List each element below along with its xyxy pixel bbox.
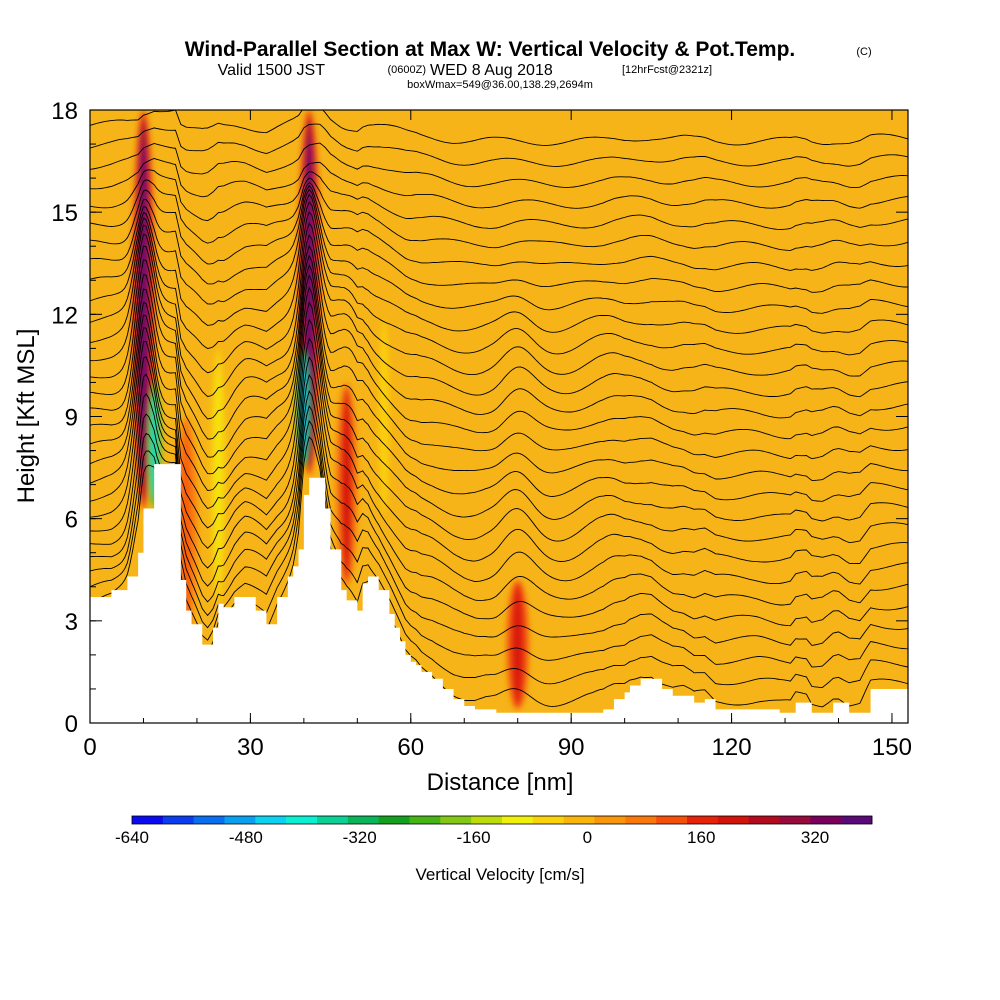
y-axis: 0 3 6 9 12 15 18 xyxy=(51,98,908,738)
colorbar-tick-label: 320 xyxy=(801,828,829,847)
x-tick-label: 30 xyxy=(237,734,264,761)
forecast-info: [12hrFcst@2321z] xyxy=(622,64,712,76)
theta-contour-line xyxy=(90,193,908,334)
theta-contour-line xyxy=(90,188,908,314)
colorbar-swatch xyxy=(841,816,873,824)
colorbar-tick-label: 0 xyxy=(583,828,592,847)
colorbar-swatch xyxy=(162,816,194,824)
theta-contour-line xyxy=(90,234,908,420)
updraft-core xyxy=(506,579,529,710)
colorbar xyxy=(131,815,873,825)
y-tick-label: 3 xyxy=(65,609,78,636)
colorbar-swatch xyxy=(193,816,225,824)
theta-contour-line xyxy=(90,201,908,356)
y-tick-label: 12 xyxy=(51,302,78,329)
theta-contour-line xyxy=(90,301,908,544)
y-tick-label: 18 xyxy=(51,98,78,125)
colorbar-swatch xyxy=(717,816,749,824)
theta-contour-line xyxy=(90,264,908,481)
theta-contour-line xyxy=(90,211,908,377)
x-tick-label: 60 xyxy=(397,734,424,761)
y-axis-label: Height [Kft MSL] xyxy=(13,329,40,504)
colorbar-tick-label: -480 xyxy=(229,828,263,847)
theta-contour-line xyxy=(90,337,908,585)
x-tick-label: 90 xyxy=(558,734,585,761)
colorbar-swatch xyxy=(502,816,534,824)
colorbar-tick-label: -160 xyxy=(457,828,491,847)
theta-contour-line xyxy=(90,254,908,460)
theta-contours xyxy=(90,110,908,708)
theta-contour-line xyxy=(90,274,908,502)
colorbar-swatch xyxy=(687,816,719,824)
chart-title: Wind-Parallel Section at Max W: Vertical… xyxy=(185,38,796,61)
theta-contour-line xyxy=(90,286,908,522)
y-tick-label: 6 xyxy=(65,507,78,534)
colorbar-swatch xyxy=(563,816,595,824)
colorbar-ticks: -640 -480 -320 -160 0 160 320 xyxy=(115,828,829,847)
x-tick-label: 150 xyxy=(872,734,912,761)
colorbar-swatch xyxy=(255,816,287,824)
colorbar-swatch xyxy=(224,816,256,824)
colorbar-swatch xyxy=(378,816,410,824)
x-tick-label: 120 xyxy=(712,734,752,761)
theta-contour-line xyxy=(90,110,908,146)
colorbar-swatch xyxy=(748,816,780,824)
theta-contour-line xyxy=(90,244,908,440)
theta-contour-line xyxy=(90,169,908,230)
theta-contour-line xyxy=(90,405,908,668)
valid-date: WED 8 Aug 2018 xyxy=(430,62,553,79)
y-tick-label: 9 xyxy=(65,405,78,432)
downdraft-core xyxy=(210,348,227,604)
y-tick-label: 15 xyxy=(51,200,78,227)
valid-prefix: Valid 1500 JST xyxy=(218,62,326,79)
x-tick-label: 0 xyxy=(83,734,96,761)
colorbar-swatch xyxy=(594,816,626,824)
x-axis-label: Distance [nm] xyxy=(427,769,574,796)
theta-contour-line xyxy=(90,373,908,627)
y-tick-label: 0 xyxy=(65,711,78,738)
colorbar-swatch xyxy=(347,816,379,824)
valid-utc: (0600Z) xyxy=(387,64,426,76)
theta-contour-line xyxy=(90,181,908,271)
colorbar-swatch xyxy=(317,816,349,824)
colorbar-swatch xyxy=(286,816,318,824)
theta-contour-line xyxy=(90,158,908,209)
colorbar-tick-label: -320 xyxy=(343,828,377,847)
colorbar-swatch xyxy=(532,816,564,824)
x-axis: 0 30 60 90 120 150 xyxy=(83,110,912,761)
colorbar-swatch xyxy=(810,816,842,824)
colorbar-label: Vertical Velocity [cm/s] xyxy=(415,865,584,884)
theta-contour-line xyxy=(90,356,908,606)
theta-contour-line xyxy=(90,177,908,251)
theta-contour-line xyxy=(90,185,908,293)
terrain-mask xyxy=(90,464,908,723)
theta-contour-line xyxy=(90,389,908,646)
colorbar-swatch xyxy=(625,816,657,824)
theta-contour-line xyxy=(90,123,908,167)
colorbar-swatch xyxy=(132,816,164,824)
colorbar-swatch xyxy=(440,816,472,824)
copyright-mark: (C) xyxy=(856,46,871,58)
colorbar-swatch xyxy=(471,816,503,824)
colorbar-swatch xyxy=(656,816,688,824)
colorbar-swatch xyxy=(779,816,811,824)
colorbar-swatch xyxy=(409,816,441,824)
theta-contour-line xyxy=(90,318,908,565)
colorbar-tick-label: 160 xyxy=(687,828,715,847)
colorbar-tick-label: -640 xyxy=(115,828,149,847)
plot-area xyxy=(90,110,908,723)
boxwmax-info: boxWmax=549@36.00,138.29,2694m xyxy=(407,79,593,91)
theta-contour-line xyxy=(90,222,908,398)
theta-contour-line xyxy=(90,142,908,188)
